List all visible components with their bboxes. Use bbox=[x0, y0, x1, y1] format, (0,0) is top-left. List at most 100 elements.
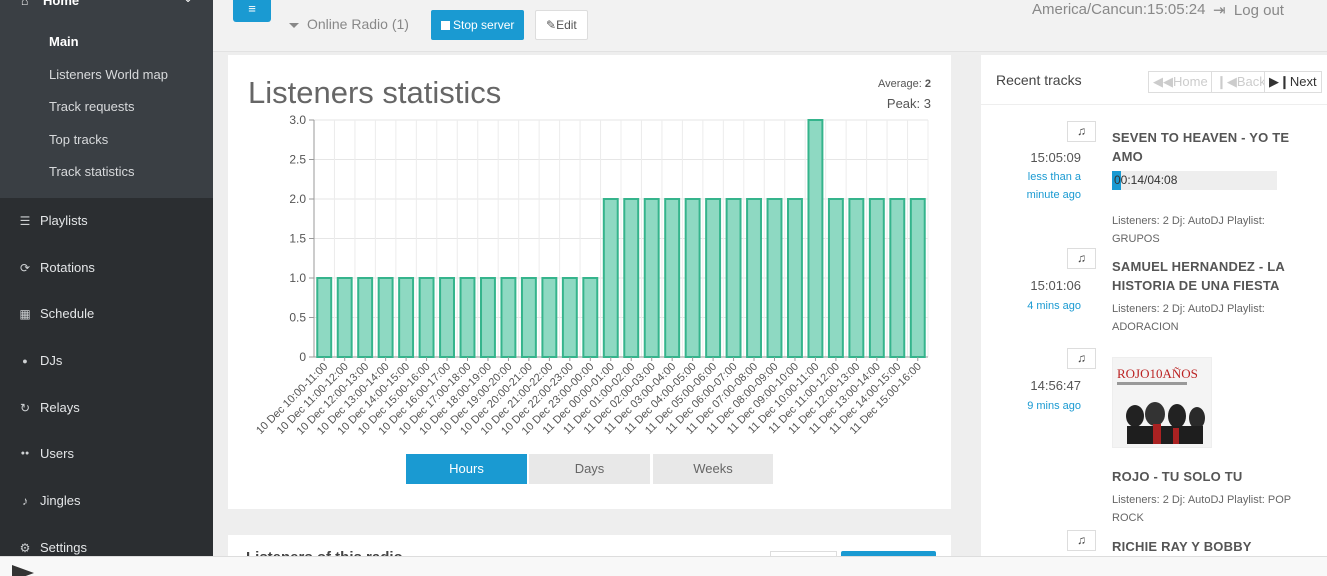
track-meta: Listeners: 2 Dj: AutoDJ Playlist: POP RO… bbox=[1112, 494, 1291, 524]
sidebar-item-label: Home bbox=[43, 0, 80, 8]
menu-toggle-button[interactable]: ≡ bbox=[233, 0, 271, 22]
sidebar-item-label: Users bbox=[40, 446, 74, 462]
recent-tracks-title: Recent tracks bbox=[996, 72, 1082, 88]
sidebar-item-schedule[interactable]: ▦ Schedule bbox=[0, 291, 213, 338]
listeners-bar-chart: 00.51.01.52.02.53.010 Dec 10:00-11:0010 … bbox=[254, 113, 929, 437]
sidebar-item-listeners-world-map[interactable]: Listeners World map bbox=[49, 66, 168, 82]
bar bbox=[439, 277, 455, 358]
page-title: Listeners statistics bbox=[248, 75, 502, 110]
edit-button[interactable]: ✎Edit bbox=[535, 10, 588, 40]
bar bbox=[807, 119, 824, 358]
weeks-button[interactable]: Weeks bbox=[653, 454, 773, 484]
bar bbox=[827, 198, 844, 358]
sidebar: ⌂ Home ⌄ Main Listeners World map Track … bbox=[0, 0, 213, 556]
edit-label: Edit bbox=[556, 18, 577, 32]
stop-server-button[interactable]: Stop server bbox=[431, 10, 525, 40]
bar bbox=[480, 277, 496, 358]
sidebar-item-rotations[interactable]: ⟳ Rotations bbox=[0, 245, 213, 292]
sidebar-item-main[interactable]: Main bbox=[49, 34, 79, 49]
track-time: 14:56:47 bbox=[1030, 378, 1081, 393]
bar bbox=[705, 198, 722, 358]
refresh-icon: ⟳ bbox=[19, 260, 31, 275]
edit-icon: ✎ bbox=[546, 18, 557, 32]
y-tick-label: 3.0 bbox=[289, 113, 306, 127]
album-cover-art: ROJO10AÑOS bbox=[1113, 358, 1211, 447]
pager-next-button[interactable]: ▶❙Next bbox=[1264, 71, 1322, 93]
bar bbox=[909, 198, 926, 358]
timezone-clock: America/Cancun:15:05:24 bbox=[1032, 1, 1206, 18]
bar bbox=[848, 198, 865, 358]
pager-home-label: Home bbox=[1173, 74, 1208, 89]
track-time: 15:05:09 bbox=[1030, 150, 1081, 165]
bar bbox=[582, 277, 599, 358]
sidebar-item-relays[interactable]: ↻ Relays bbox=[0, 385, 213, 432]
track-meta: Listeners: 2 Dj: AutoDJ Playlist: ADORAC… bbox=[1112, 303, 1265, 333]
sidebar-item-label: Rotations bbox=[40, 259, 95, 275]
cogs-icon: ⚙ bbox=[19, 540, 31, 555]
sidebar-item-djs[interactable]: ● DJs bbox=[0, 338, 213, 385]
y-tick-label: 0 bbox=[299, 350, 306, 364]
sidebar-item-track-requests[interactable]: Track requests bbox=[49, 99, 135, 114]
bar bbox=[868, 198, 885, 358]
pager-back-label: Back bbox=[1236, 74, 1266, 89]
hamburger-icon: ≡ bbox=[248, 1, 256, 16]
station-selector[interactable]: Online Radio (1) bbox=[289, 16, 409, 32]
station-name: Online Radio (1) bbox=[307, 16, 409, 32]
track-ago: 9 mins ago bbox=[1027, 400, 1081, 412]
recent-tracks-header: Recent tracks ◀◀Home ❙◀Back ▶❙Next bbox=[981, 55, 1327, 105]
bar bbox=[459, 277, 476, 358]
album-cover-title: ROJO10AÑOS bbox=[1117, 366, 1198, 381]
days-button[interactable]: Days bbox=[529, 454, 650, 484]
sidebar-item-label: Settings bbox=[40, 539, 87, 555]
y-tick-label: 0.5 bbox=[289, 311, 306, 325]
sidebar-item-label: Schedule bbox=[40, 306, 95, 322]
sidebar-item-label: Jingles bbox=[40, 493, 81, 509]
sidebar-item-settings[interactable]: ⚙ Settings bbox=[0, 525, 213, 556]
y-tick-label: 2.0 bbox=[289, 192, 306, 206]
average-readout: Average: 2 bbox=[878, 78, 931, 90]
track-ago: 4 mins ago bbox=[1027, 300, 1081, 312]
track-title: ROJO - TU SOLO TU bbox=[1112, 469, 1243, 484]
bar bbox=[643, 198, 660, 358]
rotate-icon: ↻ bbox=[19, 400, 31, 415]
sidebar-item-users[interactable]: ●● Users bbox=[0, 431, 213, 478]
bar bbox=[766, 198, 783, 358]
user-icon: ● bbox=[22, 356, 28, 367]
hours-button[interactable]: Hours bbox=[406, 454, 527, 484]
pager-home-button[interactable]: ◀◀Home bbox=[1148, 71, 1213, 93]
pager-next-label: Next bbox=[1289, 74, 1317, 89]
music-icon[interactable]: ♫ bbox=[1067, 348, 1096, 369]
pager-back-button[interactable]: ❙◀Back bbox=[1211, 71, 1271, 93]
sidebar-item-playlists[interactable]: ☰ Playlists bbox=[0, 198, 213, 245]
step-forward-icon: ▶❙ bbox=[1269, 74, 1290, 89]
music-icon[interactable]: ♫ bbox=[1067, 530, 1096, 551]
logout-link[interactable]: ⇥ Log out bbox=[1213, 1, 1284, 19]
track-meta: Listeners: 2 Dj: AutoDJ Playlist: GRUPOS bbox=[1112, 215, 1265, 245]
sidebar-item-jingles[interactable]: ♪ Jingles bbox=[0, 478, 213, 525]
bell-icon: ♪ bbox=[22, 494, 28, 509]
y-tick-label: 1.0 bbox=[289, 271, 306, 285]
bar bbox=[889, 198, 906, 358]
stop-icon bbox=[441, 21, 450, 30]
chevron-down-icon: ⌄ bbox=[183, 0, 193, 5]
sidebar-item-home[interactable]: ⌂ Home ⌄ bbox=[0, 0, 213, 20]
stop-server-label: Stop server bbox=[453, 18, 515, 32]
top-bar: ≡ Online Radio (1) Stop server ✎Edit Ame… bbox=[213, 0, 1327, 52]
average-value: 2 bbox=[924, 78, 931, 90]
sidebar-item-top-tracks[interactable]: Top tracks bbox=[49, 131, 109, 147]
music-icon[interactable]: ♫ bbox=[1067, 248, 1096, 269]
calendar-icon: ▦ bbox=[19, 307, 31, 322]
track-progress-bar: 00:14/04:08 bbox=[1112, 171, 1277, 190]
logout-label: Log out bbox=[1233, 2, 1284, 19]
sidebar-item-track-statistics[interactable]: Track statistics bbox=[49, 164, 135, 179]
track-ago: less than a minute ago bbox=[1026, 171, 1081, 201]
average-label: Average: bbox=[877, 78, 922, 90]
track-progress-fill bbox=[1112, 171, 1122, 190]
music-icon[interactable]: ♫ bbox=[1067, 121, 1096, 142]
bar bbox=[684, 198, 701, 358]
sidebar-item-label: Relays bbox=[40, 399, 80, 415]
bar bbox=[561, 277, 578, 358]
step-backward-icon: ❙◀ bbox=[1216, 74, 1237, 89]
bar bbox=[746, 198, 762, 358]
play-icon[interactable] bbox=[12, 565, 34, 576]
